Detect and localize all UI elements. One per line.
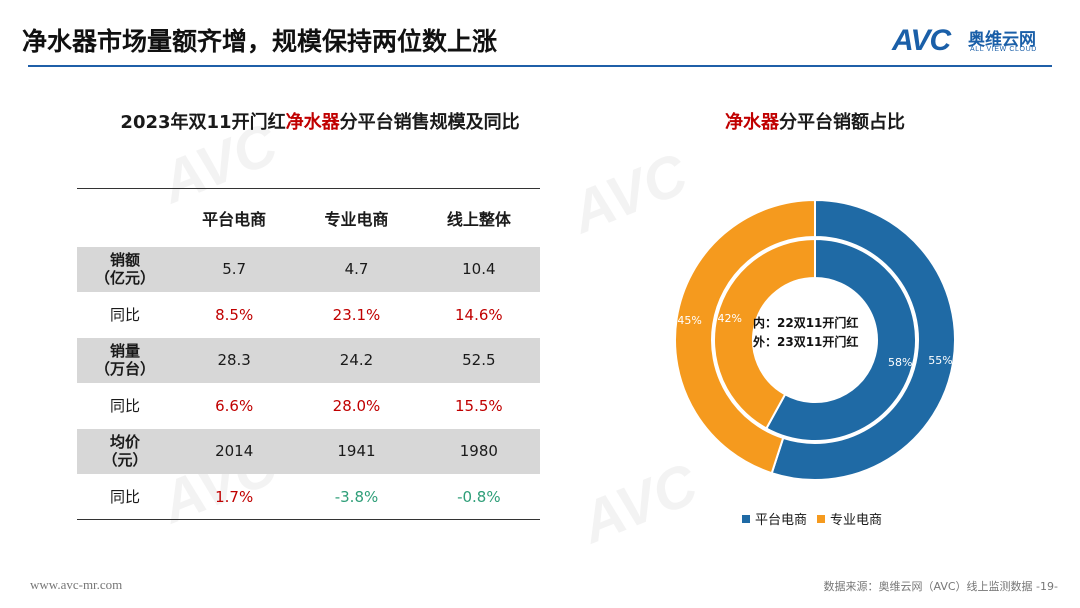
row-label: 同比: [77, 292, 173, 338]
table-cell: -0.8%: [417, 474, 540, 520]
table-row: 同比 6.6% 28.0% 15.5%: [77, 383, 540, 429]
page-title: 净水器市场量额齐增，规模保持两位数上涨: [22, 27, 498, 56]
row-label-main: 同比: [109, 487, 140, 506]
legend-label: 专业电商: [830, 513, 883, 528]
footer-website: www.avc-mr.com: [30, 577, 123, 592]
row-label-main: 销量: [109, 342, 140, 361]
outer-ring-slice: [770, 198, 956, 481]
table-header-row: 平台电商 专业电商 线上整体: [77, 188, 540, 247]
table-title-highlight: 净水器: [285, 112, 340, 133]
slice-label: 58%: [888, 356, 912, 369]
table-corner-cell: [77, 188, 173, 247]
table-cell: 10.4: [417, 246, 540, 292]
inner-ring-slice: [764, 237, 917, 442]
table-row: 同比 1.7% -3.8% -0.8%: [77, 474, 540, 520]
center-label: 外：23双11开门红: [753, 334, 858, 349]
legend-swatch: [742, 514, 750, 523]
table-cell: 28.3: [173, 337, 296, 383]
table-cell: 2014: [173, 428, 296, 474]
logo-chinese-name: 奥维云网: [968, 30, 1036, 50]
avc-logo: AVC 奥维云网 ALL VIEW CLOUD: [892, 24, 1062, 60]
slice-label: 45%: [677, 314, 701, 327]
slice-label: 55%: [928, 354, 952, 367]
slice-label: 42%: [718, 312, 742, 325]
legend-label: 平台电商: [755, 513, 808, 528]
table-row: 同比 8.5% 23.1% 14.6%: [77, 292, 540, 338]
row-label-unit: （亿元）: [94, 269, 155, 288]
row-label-main: 同比: [109, 396, 140, 415]
sales-table: 平台电商 专业电商 线上整体 销额 （亿元） 5.7 4.7 10.4 同比 8.5% 23.…: [77, 188, 540, 520]
inner-ring-slice: [713, 237, 816, 430]
table-title-suffix: 分平台销售规模及同比: [339, 112, 520, 133]
row-label: 销额 （亿元）: [77, 246, 173, 292]
table-cell: 15.5%: [455, 396, 503, 415]
row-label: 同比: [77, 383, 173, 429]
column-header: 线上整体: [417, 188, 540, 247]
row-label-main: 同比: [109, 305, 140, 324]
column-header: 专业电商: [295, 188, 418, 247]
table-cell: 6.6%: [215, 396, 254, 415]
table-row: 均价 （元） 2014 1941 1980: [77, 428, 540, 474]
row-label-main: 均价: [109, 433, 140, 452]
table-cell: -3.8%: [295, 474, 418, 520]
table-cell: 1980: [417, 428, 540, 474]
table-cell: 52.5: [417, 337, 540, 383]
table-cell: 23.1%: [332, 305, 381, 324]
table-title-prefix: 2023年双11开门红: [120, 112, 286, 133]
chart-title: 净水器分平台销额占比: [660, 108, 970, 134]
center-label: 内：22双11开门红: [753, 315, 858, 330]
table-row: 销量 （万台） 28.3 24.2 52.5: [77, 337, 540, 383]
row-label-main: 销额: [109, 251, 140, 270]
row-label-unit: （元）: [102, 451, 148, 470]
table-row: 销额 （亿元） 5.7 4.7 10.4: [77, 246, 540, 292]
table-cell: 8.5%: [215, 305, 254, 324]
table-cell: 1.7%: [173, 474, 296, 520]
table-cell: 24.2: [295, 337, 418, 383]
row-label: 销量 （万台）: [77, 337, 173, 383]
column-header: 平台电商: [173, 188, 296, 247]
row-label-unit: （万台）: [94, 360, 155, 379]
chart-title-highlight: 净水器: [725, 112, 779, 133]
row-label: 同比: [77, 474, 173, 520]
chart-legend: 平台电商 专业电商: [742, 509, 882, 528]
table-title: 2023年双11开门红净水器分平台销售规模及同比: [70, 108, 570, 134]
logo-mark: AVC: [892, 24, 951, 57]
table-cell: 28.0%: [332, 396, 381, 415]
table-cell: 4.7: [295, 246, 418, 292]
logo-english-name: ALL VIEW CLOUD: [970, 46, 1037, 53]
footer-source: 数据来源：奥维云网（AVC）线上监测数据 -19-: [823, 580, 1058, 593]
table-cell: 1941: [295, 428, 418, 474]
chart-title-suffix: 分平台销额占比: [779, 112, 905, 133]
table-cell: 14.6%: [455, 305, 503, 324]
row-label: 均价 （元）: [77, 428, 173, 474]
outer-ring-slice: [674, 198, 816, 475]
legend-item: 平台电商: [742, 509, 807, 528]
legend-swatch: [817, 514, 826, 523]
legend-item: 专业电商: [817, 509, 882, 528]
header-divider: [28, 65, 1052, 67]
table-cell: 5.7: [173, 246, 296, 292]
